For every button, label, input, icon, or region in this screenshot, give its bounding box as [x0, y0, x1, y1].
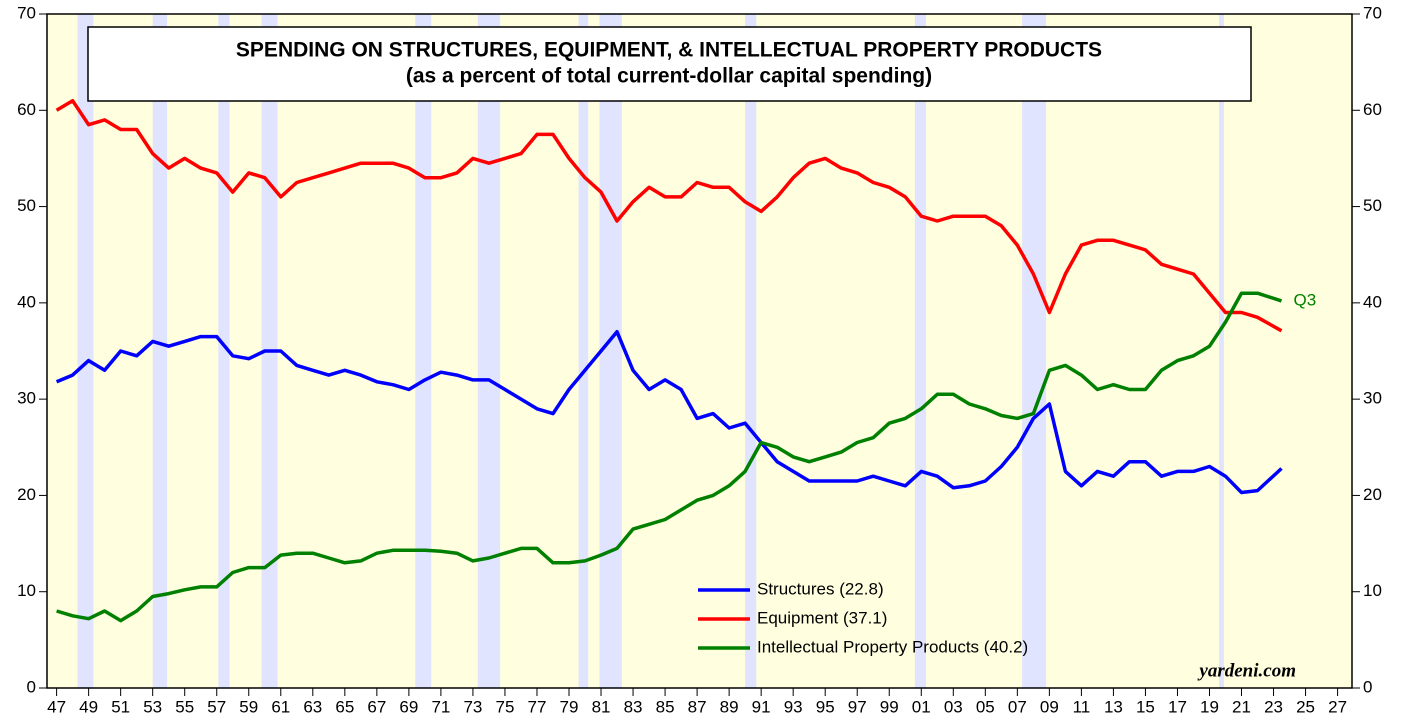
x-tick-label: 73 — [463, 697, 482, 716]
x-tick-label: 19 — [1200, 697, 1219, 716]
x-tick-label: 69 — [399, 697, 418, 716]
recession-band — [77, 14, 94, 688]
x-tick-label: 71 — [431, 697, 450, 716]
x-tick-label: 05 — [976, 697, 995, 716]
x-tick-label: 65 — [335, 697, 354, 716]
y-tick-label: 20 — [17, 485, 36, 504]
y-tick-label: 10 — [17, 581, 36, 600]
x-tick-label: 47 — [47, 697, 66, 716]
legend-label: Structures (22.8) — [757, 579, 884, 598]
legend-label: Equipment (37.1) — [757, 608, 887, 627]
x-tick-label: 11 — [1073, 697, 1091, 716]
x-tick-label: 67 — [367, 697, 386, 716]
x-tick-label: 23 — [1264, 697, 1283, 716]
x-tick-label: 81 — [592, 697, 611, 716]
recession-band — [152, 14, 168, 688]
plot — [55, 98, 1283, 623]
x-tick-label: 85 — [656, 697, 675, 716]
recession-band — [477, 14, 501, 688]
recession-band — [599, 14, 622, 688]
x-tick-label: 13 — [1104, 697, 1123, 716]
x-tick-label: 79 — [560, 697, 579, 716]
x-tick-label: 63 — [303, 697, 322, 716]
x-tick-label: 03 — [944, 697, 963, 716]
y2-tick-label: 60 — [1363, 100, 1382, 119]
y2-tick-label: 70 — [1363, 3, 1382, 22]
x-tick-label: 51 — [111, 697, 130, 716]
y2-tick-label: 0 — [1363, 677, 1372, 696]
x-tick-label: 91 — [752, 697, 771, 716]
recession-band — [415, 14, 432, 688]
x-tick-label: 97 — [848, 697, 867, 716]
series-line — [56, 291, 1283, 623]
x-tick-label: 57 — [207, 697, 226, 716]
annotation: Q3 — [1294, 290, 1317, 309]
recession-band — [1022, 14, 1047, 688]
series-line — [55, 329, 1283, 495]
y-tick-label: 0 — [27, 677, 36, 696]
y-tick-label: 60 — [17, 100, 36, 119]
x-tick-label: 93 — [784, 697, 803, 716]
chart-title: SPENDING ON STRUCTURES, EQUIPMENT, & INT… — [236, 39, 1102, 62]
y2-tick-label: 30 — [1363, 389, 1382, 408]
x-tick-label: 87 — [688, 697, 707, 716]
x-tick-label: 21 — [1232, 697, 1251, 716]
x-tick-label: 89 — [720, 697, 739, 716]
x-tick-label: 55 — [175, 697, 194, 716]
x-tick-label: 49 — [79, 697, 98, 716]
x-tick-label: 01 — [912, 697, 931, 716]
x-tick-label: 59 — [239, 697, 258, 716]
title-box — [87, 26, 1252, 102]
plot-frame — [46, 13, 1353, 689]
x-tick-label: 07 — [1008, 697, 1027, 716]
chart-subtitle: (as a percent of total current-dollar ca… — [406, 65, 932, 88]
y-tick-label: 70 — [17, 3, 36, 22]
recession-band — [914, 14, 927, 688]
y2-tick-label: 50 — [1363, 196, 1382, 215]
recession-band — [1219, 14, 1224, 688]
legend-label: Intellectual Property Products (40.2) — [757, 637, 1028, 656]
x-tick-label: 61 — [271, 697, 290, 716]
y-tick-label: 40 — [17, 292, 36, 311]
y-tick-label: 30 — [17, 389, 36, 408]
plot-background — [47, 14, 1352, 688]
x-tick-label: 77 — [528, 697, 547, 716]
series-line — [55, 98, 1283, 333]
y2-tick-label: 20 — [1363, 485, 1382, 504]
recession-band — [578, 14, 589, 688]
x-tick-label: 15 — [1136, 697, 1155, 716]
x-tick-label: 83 — [624, 697, 643, 716]
x-tick-label: 27 — [1328, 697, 1347, 716]
x-tick-label: 17 — [1168, 697, 1187, 716]
y-tick-label: 50 — [17, 196, 36, 215]
plot-area — [47, 14, 1352, 688]
recession-band — [218, 14, 230, 688]
x-tick-label: 75 — [495, 697, 514, 716]
y2-tick-label: 40 — [1363, 292, 1382, 311]
y2-tick-label: 10 — [1363, 581, 1382, 600]
x-tick-label: 09 — [1040, 697, 1059, 716]
recession-band — [745, 14, 757, 688]
x-tick-label: 95 — [816, 697, 835, 716]
source: yardeni.com — [1197, 660, 1296, 681]
x-tick-label: 53 — [143, 697, 162, 716]
x-tick-label: 25 — [1296, 697, 1315, 716]
x-tick-label: 99 — [880, 697, 899, 716]
